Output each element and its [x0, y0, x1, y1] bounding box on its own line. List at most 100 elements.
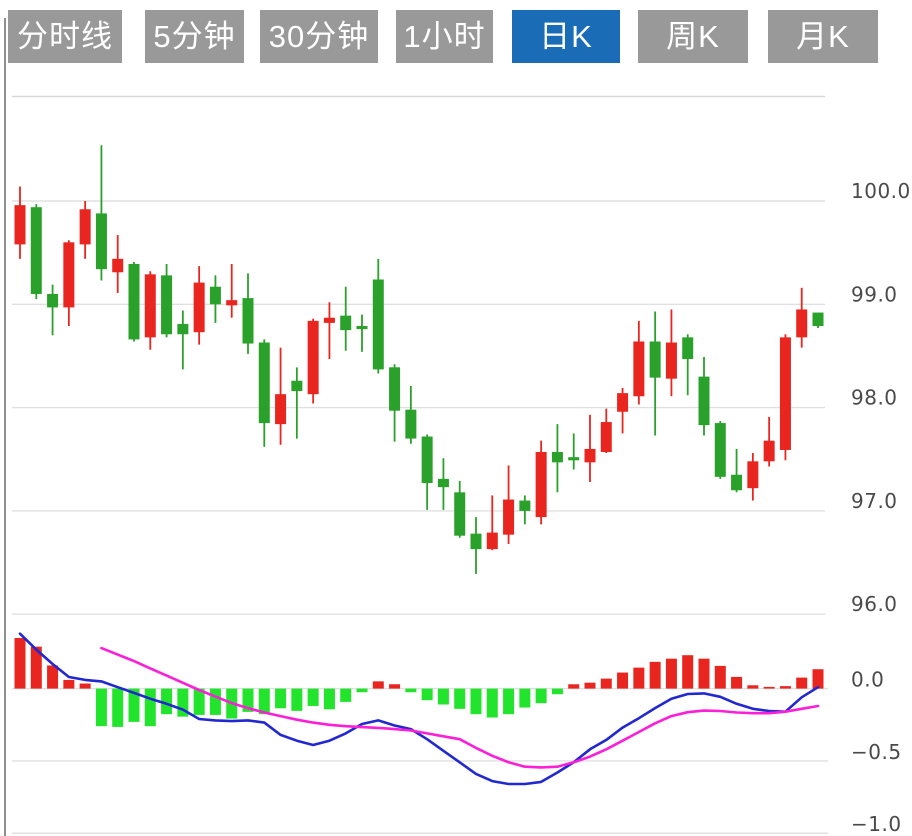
macd-histogram-bar — [372, 681, 384, 689]
candle-body — [95, 213, 107, 270]
macd-histogram-bar — [95, 688, 107, 727]
macd-histogram-bar — [698, 658, 710, 689]
macd-dea-line — [100, 646, 820, 769]
macd-histogram-bar — [519, 688, 531, 708]
candle-body — [486, 532, 498, 550]
macd-histogram-bar — [405, 688, 417, 693]
candle-body — [161, 275, 173, 335]
candle-body — [731, 474, 743, 491]
candle-body — [47, 293, 59, 308]
macd-histogram-bar — [763, 686, 775, 689]
macd-histogram-bar — [30, 646, 42, 689]
macd-histogram-bar — [79, 683, 91, 689]
candle-body — [551, 452, 563, 463]
candle-body — [600, 422, 612, 453]
tab-30min[interactable]: 30分钟 — [260, 10, 378, 63]
macd-histogram-bar — [356, 688, 368, 693]
macd-histogram-bar — [275, 688, 287, 709]
macd-histogram-bar — [535, 688, 547, 704]
tab-daily-k[interactable]: 日K — [512, 10, 620, 63]
candle-body — [568, 457, 580, 461]
macd-histogram-bar — [47, 665, 59, 689]
macd-histogram-bar — [649, 661, 661, 689]
tab-label: 月K — [796, 19, 850, 54]
tab-label: 5分钟 — [153, 19, 236, 54]
candle-body — [763, 440, 775, 462]
price-axis-label: 99.0 — [851, 282, 898, 306]
macd-histogram-bar — [177, 688, 189, 717]
candle-body — [144, 274, 156, 338]
macd-dif-line — [18, 632, 820, 786]
timeframe-tabbar: 分时线 5分钟 30分钟 1小时 日K 周K 月K — [0, 0, 912, 70]
macd-axis-label: −1.0 — [851, 812, 902, 836]
macd-histogram-bar — [747, 685, 759, 689]
macd-histogram-bar — [682, 655, 694, 689]
macd-axis-label: −0.5 — [851, 740, 902, 764]
candle-body — [682, 337, 694, 360]
tab-minute-line[interactable]: 分时线 — [8, 10, 122, 63]
candle-body — [389, 367, 401, 411]
macd-histogram-bar — [617, 672, 629, 689]
candle-body — [812, 312, 824, 326]
candle-body — [79, 209, 91, 245]
candle-body — [275, 394, 287, 425]
candle-body — [747, 461, 759, 489]
macd-histogram-bar — [258, 688, 270, 715]
macd-histogram-bar — [242, 688, 254, 712]
candle-body — [405, 409, 417, 439]
macd-histogram-bar — [665, 658, 677, 689]
candle-body — [177, 323, 189, 335]
tab-label: 日K — [539, 19, 593, 54]
price-axis-label: 96.0 — [851, 592, 898, 616]
candle-body — [584, 448, 596, 463]
candle-body — [633, 341, 645, 397]
macd-histogram-bar — [779, 686, 791, 689]
macd-histogram-bar — [437, 688, 449, 705]
candle-body — [470, 533, 482, 550]
candle-body — [535, 452, 547, 518]
candle-body — [617, 393, 629, 412]
candle-body — [209, 286, 221, 305]
tab-weekly-k[interactable]: 周K — [638, 10, 748, 63]
price-axis-label: 97.0 — [851, 489, 898, 513]
macd-histogram-bar — [454, 688, 466, 709]
macd-histogram-bar — [323, 688, 335, 710]
tab-monthly-k[interactable]: 月K — [768, 10, 878, 63]
macd-histogram-bar — [144, 688, 156, 727]
candle-body — [698, 376, 710, 426]
tab-1hour[interactable]: 1小时 — [396, 10, 493, 63]
macd-histogram-bar — [796, 677, 808, 689]
tab-label: 1小时 — [403, 19, 486, 54]
candle-body — [63, 242, 75, 308]
candle-body — [291, 380, 303, 392]
macd-histogram-bar — [470, 688, 482, 715]
price-axis-label: 98.0 — [851, 386, 898, 410]
tab-label: 30分钟 — [268, 19, 370, 54]
macd-histogram-bar — [568, 684, 580, 689]
macd-histogram-bar — [633, 667, 645, 689]
macd-histogram-bar — [600, 678, 612, 689]
price-axis-label: 100.0 — [851, 179, 911, 203]
tab-5min[interactable]: 5分钟 — [145, 10, 244, 63]
candle-body — [193, 282, 205, 333]
candle-body — [454, 492, 466, 536]
candle-body — [796, 309, 808, 338]
candle-body — [519, 500, 531, 511]
candle-body — [372, 279, 384, 370]
candle-body — [323, 317, 335, 323]
macd-histogram-bar — [389, 684, 401, 689]
macd-axis-label: 0.0 — [851, 668, 884, 692]
macd-histogram-bar — [584, 682, 596, 689]
candle-body — [503, 499, 515, 535]
tab-label: 分时线 — [17, 19, 113, 54]
macd-histogram-bar — [307, 688, 319, 706]
candle-body — [307, 320, 319, 395]
macd-histogram-bar — [503, 688, 515, 715]
candle-body — [30, 207, 42, 294]
macd-histogram-bar — [340, 688, 352, 702]
candle-body — [649, 341, 661, 378]
macd-histogram-bar — [291, 688, 303, 711]
macd-histogram-bar — [63, 679, 75, 689]
